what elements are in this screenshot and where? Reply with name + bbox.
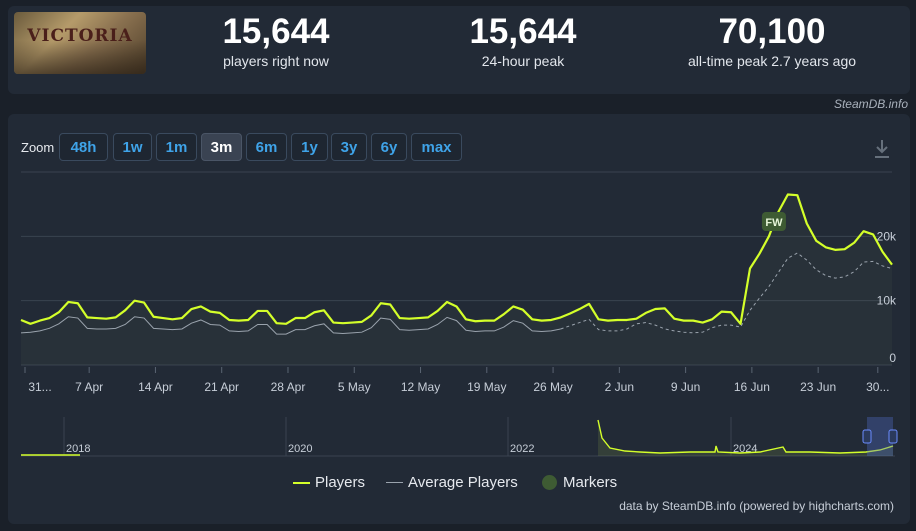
legend-markers-label: Markers: [563, 474, 618, 491]
legend-average[interactable]: Average Players: [386, 474, 518, 491]
marker-flag: [761, 212, 786, 231]
navigator-line: [597, 419, 894, 454]
zoom-1y-button[interactable]: 1y: [291, 133, 328, 161]
game-image-figures: [14, 40, 146, 74]
stat-players-now: 15,644 players right now: [196, 12, 356, 70]
stat-all-time-peak: 70,100 all-time peak 2.7 years ago: [672, 12, 872, 70]
legend-average-line: [386, 482, 403, 483]
zoom-48h-button[interactable]: 48h: [59, 133, 108, 161]
game-header-image[interactable]: VICTORIA: [14, 12, 146, 74]
y-tick-label: 20k: [877, 229, 897, 243]
stats-panel: [8, 6, 910, 94]
legend-players-label: Players: [315, 474, 366, 491]
stat-label: 24-hour peak: [481, 53, 565, 69]
navigator-tick-label: 2018: [66, 443, 90, 455]
x-tick-label: 26 May: [533, 380, 572, 394]
x-tick-label: 9 Jun: [671, 380, 700, 394]
x-tick-label: 21 Apr: [204, 380, 239, 394]
x-tick-label: 30...: [866, 380, 889, 394]
zoom-6m-button[interactable]: 6m: [246, 133, 287, 161]
steamdb-credit[interactable]: SteamDB.info: [833, 97, 908, 111]
navigator: 2018 2020 2022 2024: [21, 417, 898, 457]
x-tick-label: 28 Apr: [271, 380, 306, 394]
y-tick-label: 0: [889, 351, 896, 365]
navigator-handle-left: [862, 429, 872, 444]
download-icon[interactable]: [872, 138, 892, 160]
average-players-line: [20, 316, 561, 335]
x-tick-label: 19 May: [467, 380, 506, 394]
legend-markers[interactable]: Markers: [542, 474, 617, 491]
players-area: [21, 194, 892, 365]
x-tick-label: 23 Jun: [800, 380, 836, 394]
stat-value: 70,100: [718, 12, 826, 51]
y-axis-ticks: 0 10k 20k: [877, 229, 897, 365]
x-axis-ticks: 31... 7 Apr 14 Apr 21 Apr 28 Apr 5 May 12 May 1…: [24, 367, 889, 394]
zoom-1w-button[interactable]: 1w: [113, 133, 152, 161]
legend-markers-dot: [542, 475, 557, 490]
stat-value: 15,644: [222, 12, 330, 51]
zoom-label: Zoom: [21, 140, 55, 155]
x-tick-label: 5 May: [338, 380, 371, 394]
x-tick-label: 7 Apr: [75, 380, 103, 394]
zoom-6y-button[interactable]: 6y: [371, 133, 407, 161]
stat-label: all-time peak 2.7 years ago: [687, 53, 857, 69]
legend-average-label: Average Players: [408, 474, 518, 491]
marker-label: FW: [765, 217, 783, 229]
zoom-max-button[interactable]: max: [411, 133, 462, 161]
players-line: [20, 193, 893, 325]
zoom-3y-button[interactable]: 3y: [331, 133, 367, 161]
legend-players[interactable]: Players: [293, 474, 365, 491]
highcharts-credit[interactable]: data by SteamDB.info (powered by highcha…: [619, 499, 894, 513]
legend-players-line: [293, 481, 310, 484]
y-tick-label: 10k: [877, 294, 897, 308]
game-logo: VICTORIA: [27, 26, 133, 46]
zoom-1m-button[interactable]: 1m: [156, 133, 197, 161]
x-tick-label: 12 May: [401, 380, 440, 394]
x-tick-label: 16 Jun: [734, 380, 770, 394]
x-tick-label: 14 Apr: [138, 380, 173, 394]
chart-series: [20, 193, 893, 335]
stat-label: players right now: [223, 53, 329, 69]
navigator-tick-label: 2020: [288, 443, 312, 455]
players-area-fill: [21, 194, 892, 365]
stat-24h-peak: 15,644 24-hour peak: [443, 12, 603, 70]
stat-value: 15,644: [469, 12, 577, 51]
average-players-line-dashed: [560, 252, 893, 334]
navigator-handle-right: [888, 429, 898, 444]
x-tick-label: 31...: [28, 380, 51, 394]
navigator-tick-label: 2022: [510, 443, 534, 455]
zoom-3m-button[interactable]: 3m: [201, 133, 242, 161]
x-tick-label: 2 Jun: [605, 380, 634, 394]
chart-markers: FW: [761, 212, 786, 231]
chart-grid: [21, 171, 892, 366]
